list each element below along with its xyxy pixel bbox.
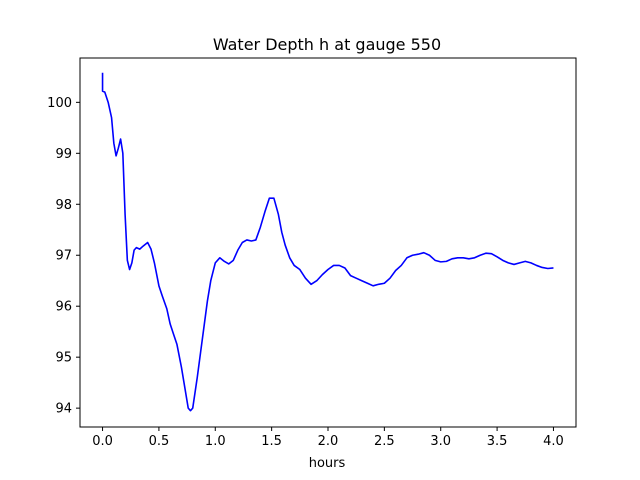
y-tick-label: 98 [55,198,72,213]
y-tick-label: 96 [55,300,72,315]
x-axis-label: hours [309,456,346,471]
y-axis-ticks: 94 95 96 97 98 99 100 [47,96,80,417]
x-tick-label: 4.0 [543,434,564,449]
x-tick-label: 1.5 [261,434,282,449]
y-tick-label: 99 [55,147,72,162]
x-tick-label: 3.0 [430,434,451,449]
x-tick-label: 0.0 [92,434,113,449]
plot-frame [79,57,577,428]
series-line-0 [101,72,554,412]
y-tick-label: 94 [55,402,72,417]
x-tick-label: 0.5 [149,434,170,449]
x-tick-label: 1.0 [205,434,226,449]
y-tick-label: 95 [55,351,72,366]
x-tick-label: 3.5 [487,434,508,449]
y-tick-label: 100 [47,96,72,111]
chart-title: Water Depth h at gauge 550 [213,35,441,54]
x-axis-ticks: 0.0 0.5 1.0 1.5 2.0 2.5 3.0 3.5 4.0 [92,427,564,449]
plot-area [101,72,554,412]
x-tick-label: 2.5 [374,434,395,449]
y-tick-label: 97 [55,249,72,264]
x-tick-label: 2.0 [318,434,339,449]
